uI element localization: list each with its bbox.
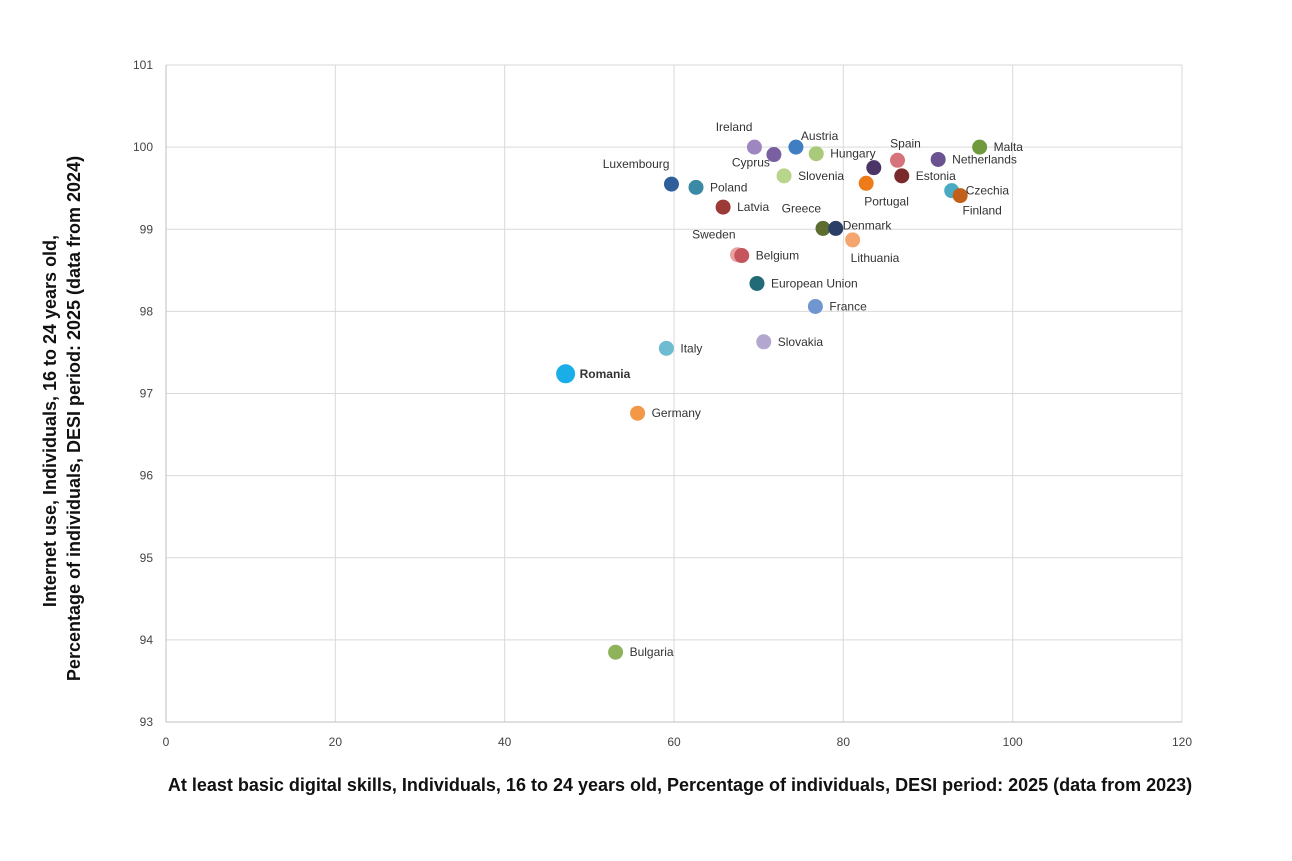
axes: 0 20 40 60 80 100 120 93 94 95 96 97 98 99 100 101 (133, 58, 1192, 749)
data-label-latvia: Latvia (737, 200, 769, 214)
y-tick-label: 97 (140, 387, 154, 401)
data-point-poland (688, 179, 704, 195)
x-tick-label: 80 (837, 735, 851, 749)
grid-lines (165, 64, 1183, 723)
y-axis-title-line-1: Internet use, Individuals, 16 to 24 year… (40, 235, 60, 607)
y-axis-title-line-2: Percentage of individuals, DESI period: … (64, 156, 84, 681)
data-point-denmark (828, 220, 844, 236)
data-label-greece: Greece (782, 201, 822, 215)
data-label-cyprus: Cyprus (732, 156, 770, 170)
data-label-bulgaria: Bulgaria (630, 645, 674, 659)
data-point-greece (815, 220, 831, 236)
data-label-germany: Germany (652, 406, 701, 420)
data-point-portugal (858, 175, 874, 191)
data-label-european-union: European Union (771, 276, 858, 290)
data-point-european-union (749, 275, 765, 291)
x-tick-label: 20 (329, 735, 343, 749)
data-label-netherlands: Netherlands (952, 152, 1017, 166)
y-tick-label: 93 (140, 715, 154, 729)
data-label-slovakia: Slovakia (778, 335, 824, 349)
y-tick-label: 100 (133, 140, 153, 154)
data-label-austria: Austria (801, 129, 839, 143)
data-point-romania (556, 364, 576, 384)
data-label-belgium: Belgium (756, 249, 799, 263)
data-label-ireland: Ireland (716, 120, 753, 134)
y-tick-label: 94 (140, 633, 154, 647)
x-axis-title: At least basic digital skills, Individua… (168, 775, 1192, 795)
data-label-lithuania: Lithuania (851, 251, 900, 265)
data-point-latvia (715, 199, 731, 215)
data-label-slovenia: Slovenia (798, 169, 844, 183)
data-point-france (807, 298, 823, 314)
data-point-lithuania (845, 232, 861, 248)
y-tick-label: 95 (140, 551, 154, 565)
data-label-sweden: Sweden (692, 228, 735, 242)
x-tick-label: 60 (667, 735, 681, 749)
data-points (556, 139, 988, 660)
data-label-malta: Malta (994, 140, 1024, 154)
y-tick-label: 98 (140, 304, 154, 318)
data-point-unlabeled (866, 160, 882, 176)
data-point-netherlands (930, 151, 946, 167)
y-tick-label: 101 (133, 58, 153, 72)
data-point-luxembourg (663, 176, 679, 192)
data-label-romania: Romania (580, 367, 631, 381)
data-point-estonia (894, 168, 910, 184)
data-labels: Ireland Cyprus Austria Hungary Slovenia Spain… (580, 120, 1024, 659)
x-tick-label: 120 (1172, 735, 1192, 749)
data-label-hungary: Hungary (830, 147, 875, 161)
data-label-luxembourg: Luxembourg (603, 157, 670, 171)
data-point-slovakia (756, 334, 772, 350)
x-tick-label: 100 (1003, 735, 1023, 749)
x-tick-label: 0 (163, 735, 170, 749)
data-point-hungary (808, 146, 824, 162)
x-tick-label: 40 (498, 735, 512, 749)
data-point-slovenia (776, 168, 792, 184)
data-label-poland: Poland (710, 180, 747, 194)
data-point-belgium (734, 248, 750, 264)
data-point-finland (952, 188, 968, 204)
data-label-estonia: Estonia (916, 169, 956, 183)
data-point-germany (630, 405, 646, 421)
data-point-cyprus (766, 147, 782, 163)
y-tick-label: 99 (140, 222, 154, 236)
data-label-spain: Spain (890, 136, 921, 150)
data-label-finland: Finland (962, 204, 1001, 218)
data-point-spain (890, 152, 906, 168)
data-label-czechia: Czechia (966, 184, 1010, 198)
data-point-malta (972, 139, 988, 155)
data-point-austria (788, 139, 804, 155)
y-axis-title: Internet use, Individuals, 16 to 24 year… (40, 156, 84, 681)
data-label-portugal: Portugal (864, 194, 909, 208)
data-point-bulgaria (608, 644, 624, 660)
y-tick-label: 96 (140, 469, 154, 483)
data-point-italy (658, 340, 674, 356)
data-point-ireland (746, 139, 762, 155)
data-label-france: France (829, 299, 867, 313)
data-label-italy: Italy (680, 341, 702, 355)
data-label-denmark: Denmark (843, 218, 893, 232)
